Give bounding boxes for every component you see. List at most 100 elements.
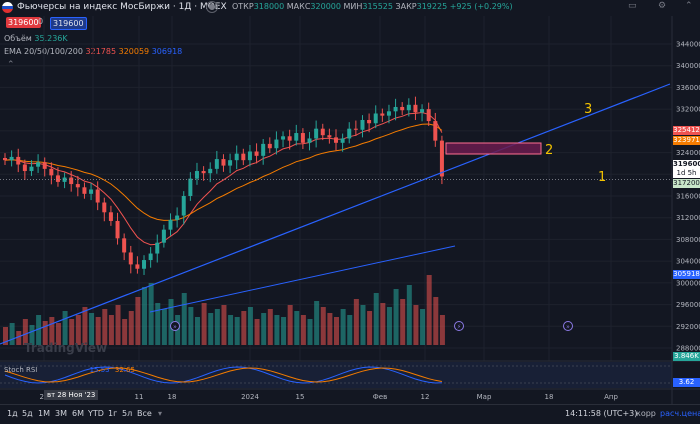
candle	[380, 108, 385, 122]
dividend-event-icon[interactable]	[170, 321, 180, 331]
volume-bar	[29, 325, 35, 345]
candle	[135, 256, 140, 274]
y-tick-label: 332000	[676, 106, 700, 114]
volume-bar	[228, 315, 234, 345]
candle	[274, 131, 279, 155]
y-tick-label: 344000	[676, 41, 700, 49]
bottom-toolbar: 1д 5д 1М 3М 6М YTD 1г 5л Все ▾ 14:11:58 …	[0, 404, 700, 424]
volume-bar	[340, 309, 346, 345]
volume-bar	[128, 311, 134, 345]
volume-bar	[347, 315, 353, 345]
candle	[241, 148, 246, 166]
settlement-price-toggle[interactable]: расч.цена	[660, 409, 700, 418]
volume-bar	[115, 305, 121, 345]
lightning-event-icon[interactable]	[454, 321, 464, 331]
stoch-d-line	[4, 367, 442, 383]
x-tick-label: Фев	[373, 393, 387, 401]
candle	[334, 129, 338, 151]
y-tick-label: 324000	[676, 149, 700, 157]
settings-icon[interactable]: ⚙	[658, 1, 667, 11]
timeframe-ytd[interactable]: YTD	[88, 409, 104, 418]
timeframe-all[interactable]: Все	[137, 409, 152, 418]
symbol-title[interactable]: Фьючерсы на индекс МосБиржи · 1Д · MOEX	[17, 2, 227, 12]
stoch-rsi-band	[0, 362, 672, 388]
timeframe-1m[interactable]: 1М	[38, 409, 50, 418]
volume-bar	[122, 319, 128, 345]
candle	[181, 191, 186, 225]
date-range-icon[interactable]: ▾	[158, 409, 163, 418]
candle	[294, 124, 299, 146]
stoch-rsi-lines	[4, 366, 442, 384]
market-status-icon[interactable]: ●	[206, 1, 218, 13]
volume-bar	[267, 309, 273, 345]
price-chart[interactable]: 3440003400003360003320003280003240003200…	[0, 0, 700, 404]
future-event-icon[interactable]	[563, 321, 573, 331]
volume-bar	[400, 299, 406, 345]
volume-bar	[261, 313, 267, 345]
x-tick-label: Апр	[604, 393, 618, 401]
volume-bar	[380, 303, 386, 345]
volume-bar	[188, 307, 194, 345]
timeframe-6m[interactable]: 6М	[72, 409, 84, 418]
ema100-price-tag: 305918	[673, 270, 700, 279]
ema-legend[interactable]: EMA 20/50/100/200 321785 320059 306918	[4, 47, 183, 56]
volume-bar	[439, 315, 445, 345]
candle	[373, 105, 378, 129]
svg-text:»: »	[566, 324, 570, 331]
timeframe-5d[interactable]: 5д	[22, 409, 33, 418]
candle	[22, 159, 27, 180]
candle	[148, 247, 153, 268]
minimize-icon[interactable]: ▭	[628, 1, 637, 11]
ema-lines	[4, 111, 456, 313]
volume-bar	[62, 311, 68, 345]
ema50-line	[4, 123, 443, 221]
buy-button[interactable]: 319600	[50, 17, 87, 30]
volume-bar	[300, 315, 306, 345]
candle	[413, 96, 418, 120]
timeframe-1y[interactable]: 1г	[108, 409, 118, 418]
y-tick-label: 292000	[676, 323, 700, 331]
candle	[439, 135, 444, 185]
last-price-tag: 319600	[673, 160, 700, 169]
volume-bar	[274, 315, 280, 345]
candle	[386, 104, 391, 124]
clock[interactable]: 14:11:58 (UTC+3)	[565, 409, 638, 418]
volume-bar	[360, 305, 366, 345]
y-tick-label: 316000	[676, 193, 700, 201]
volume-bar	[314, 301, 320, 345]
russia-flag-icon	[2, 2, 13, 13]
timeframe-1d[interactable]: 1д	[7, 409, 18, 418]
legend-collapse-icon[interactable]: ⌃	[7, 60, 15, 70]
timeframe-5y[interactable]: 5л	[122, 409, 133, 418]
collapse-icon[interactable]: ⌃	[685, 1, 693, 11]
candle	[360, 115, 365, 138]
svg-text:»: »	[173, 324, 177, 331]
resistance-zone-rectangle[interactable]	[445, 142, 542, 155]
candle	[340, 133, 345, 152]
adjust-toggle[interactable]: корр	[636, 409, 656, 418]
candle	[29, 160, 34, 176]
volume-bar	[69, 319, 75, 345]
candle	[367, 113, 372, 133]
x-tick-label: 18	[545, 393, 554, 401]
trend-line[interactable]	[0, 83, 671, 345]
ema50-price-tag: 323971	[673, 136, 700, 145]
spread-value: 0	[38, 17, 44, 26]
tradingview-watermark: TradingView	[24, 341, 107, 355]
volume-legend[interactable]: Объём 35.236K	[4, 34, 68, 43]
candle	[426, 102, 431, 126]
candle	[9, 150, 14, 167]
candle	[188, 172, 193, 201]
candle	[155, 234, 160, 263]
candle	[393, 98, 398, 121]
volume-bar	[168, 299, 174, 345]
timeframe-3m[interactable]: 3М	[55, 409, 67, 418]
time-axis: 2741118202415Фев12Мар18Апр	[40, 393, 619, 401]
volume-bar	[95, 317, 101, 345]
candle	[300, 128, 305, 150]
candle	[261, 139, 266, 165]
volume-bar	[426, 275, 432, 345]
sell-button[interactable]: 319600	[6, 17, 41, 28]
candle	[16, 148, 21, 173]
volume-bar	[307, 319, 313, 345]
